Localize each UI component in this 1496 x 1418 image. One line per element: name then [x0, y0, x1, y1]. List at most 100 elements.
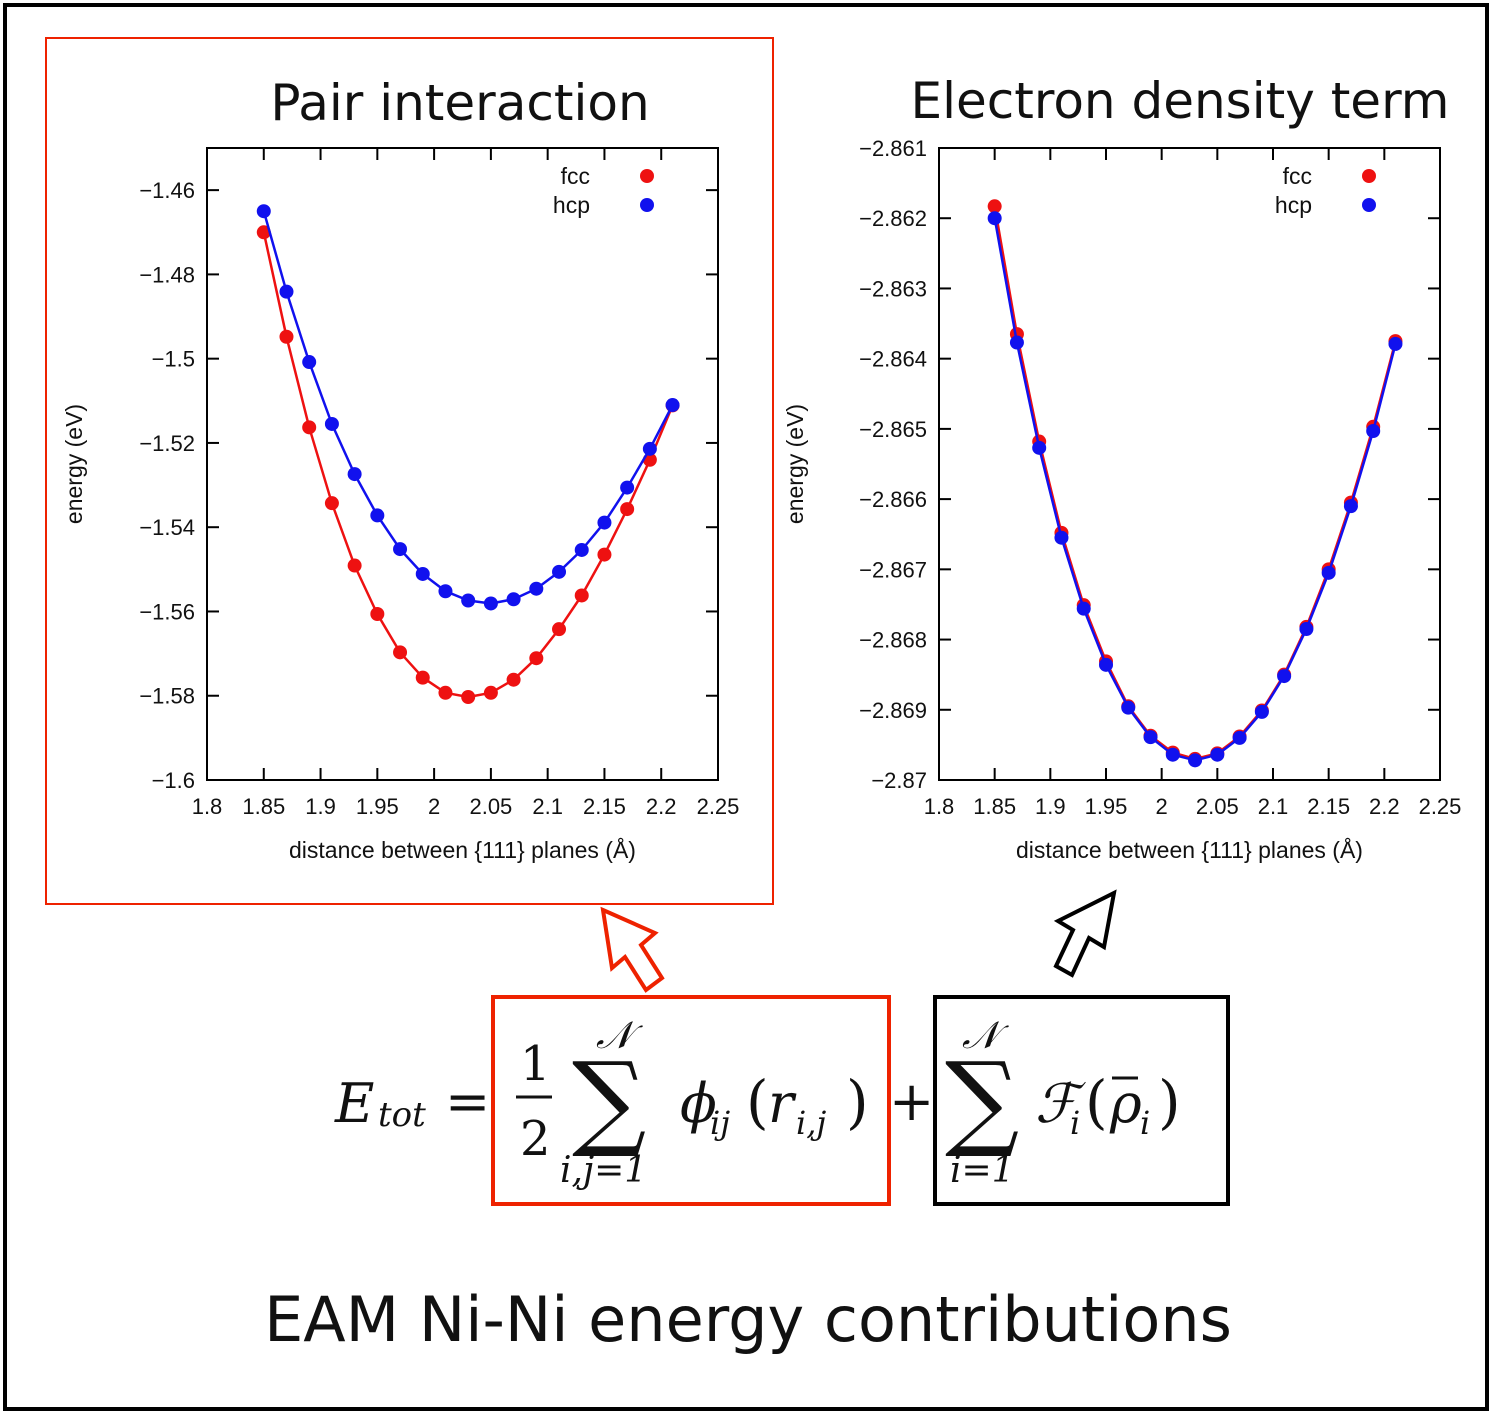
pair-plot-area: [206, 147, 719, 781]
density-xtick-label: 1.95: [1085, 794, 1128, 819]
red-hollow-arrow-icon: [600, 906, 665, 993]
density-point-hcp: [987, 211, 1002, 226]
pair-legend-marker-hcp: [640, 198, 654, 212]
density-ytick-label: −2.867: [859, 557, 927, 582]
pair-y-axis-label: energy (eV): [61, 404, 87, 524]
pair-point-hcp: [620, 480, 635, 495]
density-point-hcp: [1165, 747, 1180, 762]
density-legend-label-hcp: hcp: [1275, 192, 1312, 218]
pair-point-hcp: [597, 515, 612, 530]
eq-frac-den: 2: [520, 1111, 551, 1167]
density-point-hcp: [1366, 423, 1381, 438]
pair-point-hcp: [461, 593, 476, 608]
density-point-hcp: [1210, 747, 1225, 762]
pair-point-fcc: [370, 606, 385, 621]
density-point-hcp: [1143, 730, 1158, 745]
pair-point-hcp: [506, 592, 521, 607]
eq-sum2-symbol: ∑: [945, 1039, 1019, 1161]
density-point-hcp: [1254, 704, 1269, 719]
pair-chart-title: Pair interaction: [270, 74, 649, 132]
pair-ytick-label: −1.46: [139, 178, 195, 203]
pair-point-hcp: [370, 508, 385, 523]
pair-point-fcc: [620, 502, 635, 517]
density-point-hcp: [1009, 335, 1024, 350]
pair-legend-label-hcp: hcp: [553, 192, 590, 218]
pair-xtick-label: 2.25: [697, 794, 740, 819]
density-ytick-label: −2.866: [859, 487, 927, 512]
eq-pair-arg-sub: i,j: [796, 1104, 826, 1142]
pair-legend-marker-fcc: [640, 169, 654, 183]
density-series-line-hcp: [993, 217, 1397, 762]
eq-sum2-lower: i=1: [950, 1150, 1015, 1191]
pair-point-hcp: [324, 416, 339, 431]
pair-xtick-label: 1.95: [356, 794, 399, 819]
pair-xtick-label: 1.9: [305, 794, 336, 819]
pair-point-hcp: [665, 398, 680, 413]
density-ytick-label: −2.863: [859, 276, 927, 301]
pair-term-box: [491, 995, 891, 1206]
pair-series-line-hcp: [262, 210, 674, 605]
pair-point-fcc: [302, 420, 317, 435]
pair-point-fcc: [415, 670, 430, 685]
density-legend-marker-fcc: [1362, 169, 1376, 183]
density-ytick-label: −2.868: [859, 628, 927, 653]
pair-point-hcp: [483, 596, 498, 611]
density-chart-title: Electron density term: [911, 72, 1450, 130]
density-point-hcp: [1121, 700, 1136, 715]
pair-point-hcp: [574, 542, 589, 557]
pair-xtick-label: 2.1: [532, 794, 563, 819]
eq-embed-arg-sub: i: [1140, 1104, 1150, 1142]
pair-point-hcp: [642, 441, 657, 456]
density-legend-label-fcc: fcc: [1283, 163, 1312, 189]
density-point-hcp: [1099, 657, 1113, 672]
pair-point-hcp: [393, 542, 408, 557]
pair-point-fcc: [506, 672, 521, 687]
density-plot-area: [938, 147, 1441, 781]
pair-point-hcp: [256, 204, 271, 219]
pair-point-hcp: [529, 581, 544, 596]
density-xtick-label: 2.1: [1258, 794, 1289, 819]
density-x-axis-label: distance between {111} planes (Å): [1016, 836, 1363, 863]
pair-point-fcc: [324, 496, 339, 511]
density-point-hcp: [1299, 622, 1314, 637]
figure-frame: [3, 3, 1489, 1411]
pair-point-fcc: [552, 622, 567, 637]
eq-embed-arg: ρ: [1109, 1072, 1142, 1135]
density-point-hcp: [1321, 565, 1336, 580]
pair-xtick-label: 2: [428, 794, 440, 819]
eq-pair-arg: r: [768, 1072, 797, 1135]
density-point-hcp: [1076, 601, 1091, 616]
pair-x-axis-label: distance between {111} planes (Å): [289, 836, 636, 863]
eq-pair-sub: ij: [710, 1104, 730, 1142]
density-point-hcp: [1343, 499, 1358, 514]
pair-xtick-label: 1.85: [242, 794, 285, 819]
density-point-hcp: [1032, 440, 1047, 455]
pair-legend-label-fcc: fcc: [561, 163, 590, 189]
eq-paren-close: ): [846, 1068, 869, 1136]
eam-equation: E tot = 1 2 𝒩 ∑ i,j=1 ϕ ij ( r i,j ) + 𝒩…: [334, 1013, 1181, 1191]
pair-point-fcc: [461, 689, 476, 704]
pair-chart-highlight-box: [45, 37, 774, 905]
pair-xtick-label: 2.15: [583, 794, 626, 819]
pair-point-hcp: [302, 355, 317, 370]
density-series-line-fcc: [993, 206, 1397, 761]
pair-point-hcp: [279, 284, 294, 299]
pair-point-fcc: [279, 329, 294, 344]
density-xtick-label: 1.8: [924, 794, 955, 819]
density-xtick-label: 2.05: [1196, 794, 1239, 819]
density-xtick-label: 1.85: [973, 794, 1016, 819]
pair-ytick-label: −1.52: [139, 431, 195, 456]
density-xtick-label: 2.15: [1307, 794, 1350, 819]
black-hollow-arrow-icon: [1053, 889, 1117, 978]
density-point-fcc: [987, 199, 1002, 214]
pair-point-fcc: [438, 685, 453, 700]
eq-frac-num: 1: [520, 1036, 551, 1092]
eq-lhs-sub: tot: [378, 1095, 426, 1135]
pair-point-hcp: [552, 564, 567, 579]
eq-paren-open: (: [746, 1068, 769, 1136]
density-point-hcp: [1188, 753, 1203, 768]
pair-point-hcp: [347, 467, 362, 482]
pair-ytick-label: −1.54: [139, 515, 195, 540]
pair-series-line-fcc: [262, 232, 674, 699]
